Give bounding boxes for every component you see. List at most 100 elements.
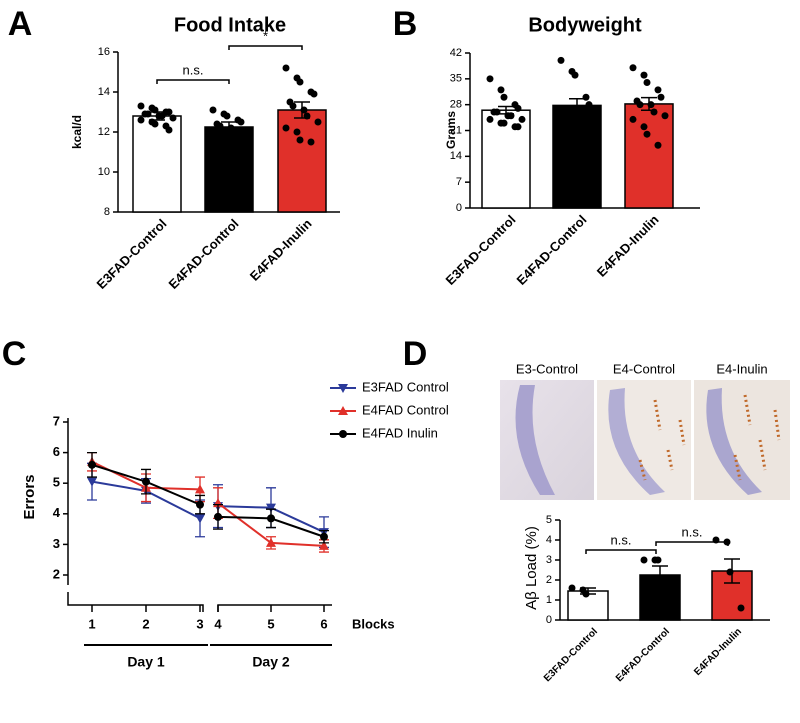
y-tick-label: 2 [546, 574, 552, 586]
bar [552, 104, 602, 209]
legend-label: E4FAD Control [362, 402, 449, 417]
x-tick-label: E4FAD-Inulin [594, 212, 662, 280]
significance-label: n.s. [682, 524, 703, 539]
y-tick-label: 5 [546, 514, 552, 526]
data-point [151, 106, 159, 114]
data-point [654, 86, 662, 94]
significance-bracket [228, 45, 303, 50]
data-point [640, 123, 648, 131]
data-point [165, 108, 173, 116]
chart-title: Food Intake [174, 14, 286, 36]
y-tick-label: 35 [450, 73, 462, 85]
x-tick-label: E3FAD-Control [542, 626, 600, 684]
image-label: E4-Inulin [716, 361, 767, 376]
y-tick-label: 3 [546, 554, 552, 566]
plaques [733, 394, 781, 481]
y-tick-label: 21 [450, 124, 462, 136]
data-point [296, 136, 304, 144]
data-point [661, 112, 669, 120]
y-tick-label: 7 [456, 176, 462, 188]
y-tick-label: 8 [104, 206, 110, 218]
marker [320, 532, 328, 541]
significance-label: n.s. [611, 532, 632, 547]
significance-label: n.s. [183, 62, 204, 77]
y-tick-label: 4 [53, 505, 61, 520]
image-label: E3-Control [516, 361, 578, 376]
data-point [507, 112, 515, 120]
bar [132, 115, 182, 213]
data-point [640, 71, 648, 79]
y-tick-label: 14 [450, 150, 462, 162]
data-point [571, 71, 579, 79]
marker [266, 537, 276, 547]
data-point [296, 78, 304, 86]
data-point [137, 102, 145, 110]
data-point [493, 108, 501, 116]
data-point [293, 128, 301, 136]
tissue [706, 388, 762, 495]
y-tick-label: 42 [450, 47, 462, 59]
y-tick-label: 0 [546, 614, 552, 626]
data-point [647, 101, 655, 109]
data-point [144, 110, 152, 118]
data-point [223, 112, 231, 120]
marker [319, 540, 329, 550]
marker [87, 477, 97, 487]
y-axis-label: kcal/d [70, 115, 84, 149]
data-point [230, 126, 238, 134]
x-tick-label: 2 [142, 616, 149, 631]
data-point [629, 64, 637, 72]
data-point [169, 114, 177, 122]
tissue [608, 388, 665, 495]
y-tick-label: 28 [450, 99, 462, 111]
bar [277, 109, 327, 213]
data-point [497, 86, 505, 94]
marker [338, 384, 348, 393]
x-tick-label: E3FAD-Control [443, 212, 519, 288]
x-axis [78, 604, 332, 612]
y-tick-label: 12 [98, 126, 110, 138]
significance-bracket [655, 541, 729, 546]
x-tick-label: E4FAD-Inulin [692, 626, 744, 678]
data-point [650, 108, 658, 116]
group-label: Day 1 [127, 654, 165, 670]
data-point [654, 141, 662, 149]
x-tick-label: 5 [267, 616, 274, 631]
y-tick-label: 10 [98, 166, 110, 178]
x-axis-label: Blocks [352, 616, 395, 631]
panel-letter: B [393, 5, 418, 43]
data-point [137, 116, 145, 124]
y-tick-label: 0 [456, 202, 462, 214]
significance-label: * [263, 28, 268, 43]
legend-label: E3FAD Control [362, 379, 449, 394]
marker [266, 503, 276, 513]
bar [481, 109, 531, 209]
data-point [220, 136, 228, 144]
y-tick-label: 1 [546, 594, 552, 606]
marker [195, 514, 205, 524]
error-bar [569, 98, 585, 113]
data-point [486, 75, 494, 83]
x-tick-label: 4 [214, 616, 222, 631]
data-point [737, 604, 745, 612]
image-label: E4-Control [613, 361, 675, 376]
data-point [209, 106, 217, 114]
data-point [585, 101, 593, 109]
group-label: Day 2 [252, 654, 290, 670]
data-point [629, 115, 637, 123]
data-point [578, 119, 586, 127]
marker [142, 477, 150, 486]
tissue [515, 385, 555, 495]
panel-letter: C [2, 335, 27, 373]
data-point [640, 556, 648, 564]
significance-bracket [156, 79, 230, 84]
data-point [564, 112, 572, 120]
x-tick-label: 1 [88, 616, 95, 631]
data-point [518, 115, 526, 123]
data-point [310, 90, 318, 98]
y-tick-label: 4 [546, 534, 552, 546]
marker [214, 512, 222, 521]
data-point [568, 584, 576, 592]
data-point [289, 102, 297, 110]
